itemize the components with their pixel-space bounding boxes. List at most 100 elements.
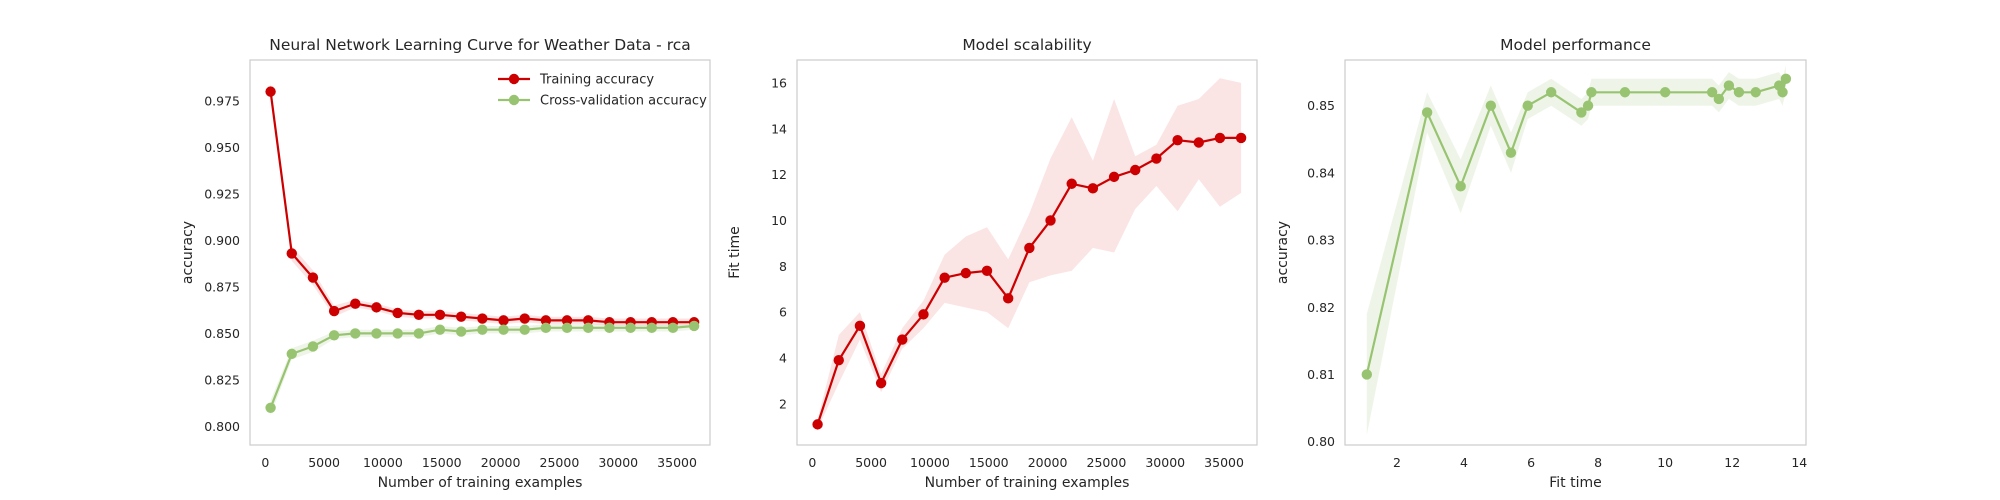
legend: Training accuracy Cross-validation accura…	[498, 73, 707, 109]
data-point	[307, 272, 319, 283]
data-point	[918, 309, 929, 320]
data-point	[371, 302, 382, 313]
data-point	[350, 328, 361, 339]
chart-title: Model performance	[1500, 36, 1651, 54]
data-point	[646, 322, 657, 334]
y-axis-label: accuracy	[1275, 221, 1291, 284]
data-point	[1130, 164, 1141, 176]
y-tick-label: 0.80	[1307, 434, 1335, 449]
legend-swatch-marker	[508, 94, 520, 106]
data-point	[875, 377, 887, 389]
data-point	[1045, 215, 1056, 226]
data-point	[519, 313, 530, 324]
data-point	[1485, 100, 1497, 111]
data-point	[1235, 132, 1247, 144]
y-tick-label: 0.900	[204, 233, 240, 248]
data-point	[1777, 87, 1788, 98]
data-point	[413, 328, 425, 339]
x-tick-label: 30000	[598, 455, 638, 470]
data-point	[1659, 87, 1671, 98]
x-tick-label: 20000	[481, 455, 521, 470]
y-tick-label: 0.850	[204, 326, 240, 341]
data-point	[1421, 107, 1433, 118]
data-point	[434, 309, 446, 321]
data-point	[328, 305, 340, 317]
data-point	[1066, 178, 1077, 189]
y-axis-label: Fit time	[727, 226, 743, 279]
data-point	[540, 322, 552, 334]
y-tick-label: 0.81	[1307, 367, 1335, 382]
y-axis-label: accuracy	[180, 221, 196, 284]
data-point	[286, 348, 297, 360]
y-tick-label: 6	[779, 305, 787, 320]
x-tick-label: 0	[808, 455, 816, 470]
y-tick-label: 0.950	[204, 140, 240, 155]
data-point	[1723, 80, 1735, 91]
y-tick-label: 14	[771, 121, 787, 136]
legend-swatch-marker	[508, 73, 520, 85]
data-point	[1024, 242, 1035, 254]
data-point	[561, 322, 573, 334]
chart-panel-1: Neural Network Learning Curve for Weathe…	[180, 36, 711, 491]
data-point	[286, 248, 297, 259]
legend-entry-label: Cross-validation accuracy	[540, 94, 707, 109]
data-point	[1505, 147, 1517, 158]
data-point	[960, 267, 972, 279]
data-point	[498, 315, 509, 326]
data-point	[1713, 93, 1725, 105]
y-tick-label: 0.82	[1307, 300, 1335, 315]
chart-panel-3: Model performance Fit time accuracy 2 4 6 8 10 1…	[1275, 36, 1807, 491]
data-point	[625, 322, 636, 334]
y-tick-label: 4	[779, 350, 787, 365]
y-tick-label: 0.84	[1307, 165, 1335, 180]
data-point	[833, 355, 844, 366]
data-point	[1706, 87, 1718, 98]
y-tick-label: 0.925	[204, 186, 240, 201]
chart-panel-2: Model scalability Number of training exam…	[727, 36, 1258, 491]
data-point	[265, 402, 276, 414]
data-point	[897, 334, 908, 345]
data-point	[1151, 153, 1162, 164]
data-point	[265, 86, 276, 97]
data-point	[583, 315, 594, 326]
data-point	[981, 265, 993, 277]
x-tick-label: 5000	[855, 455, 887, 470]
y-tick-label: 0.975	[204, 93, 240, 108]
x-tick-label: 8	[1594, 455, 1602, 470]
data-point	[854, 320, 866, 332]
data-point	[1780, 73, 1792, 85]
chart-title: Model scalability	[962, 36, 1091, 54]
data-point	[477, 324, 488, 335]
data-point	[434, 324, 446, 335]
data-point	[688, 320, 700, 332]
y-tick-label: 0.83	[1307, 233, 1335, 248]
data-point	[1750, 87, 1761, 98]
data-point	[1002, 293, 1014, 304]
data-point	[1545, 87, 1557, 98]
y-tick-label: 10	[771, 213, 787, 228]
data-point	[604, 322, 615, 334]
x-tick-label: 35000	[657, 455, 697, 470]
x-tick-label: 15000	[969, 455, 1009, 470]
x-tick-label: 0	[261, 455, 269, 470]
x-tick-label: 6	[1527, 455, 1535, 470]
data-point	[350, 298, 361, 309]
data-point	[1214, 132, 1226, 144]
plot-frame	[1344, 59, 1807, 446]
legend-entry-label: Training accuracy	[539, 73, 654, 88]
y-tick-label: 8	[779, 259, 787, 274]
chart-title: Neural Network Learning Curve for Weathe…	[269, 36, 691, 54]
data-point	[392, 307, 403, 319]
data-point	[939, 272, 950, 283]
data-point	[667, 322, 679, 334]
y-tick-label: 2	[779, 396, 787, 411]
data-point	[519, 324, 530, 335]
x-tick-label: 15000	[422, 455, 462, 470]
data-point	[307, 341, 319, 352]
x-tick-label: 5000	[308, 455, 340, 470]
x-tick-label: 35000	[1204, 455, 1244, 470]
data-point	[1087, 183, 1099, 194]
x-tick-label: 14	[1791, 455, 1807, 470]
data-point	[1455, 181, 1466, 192]
